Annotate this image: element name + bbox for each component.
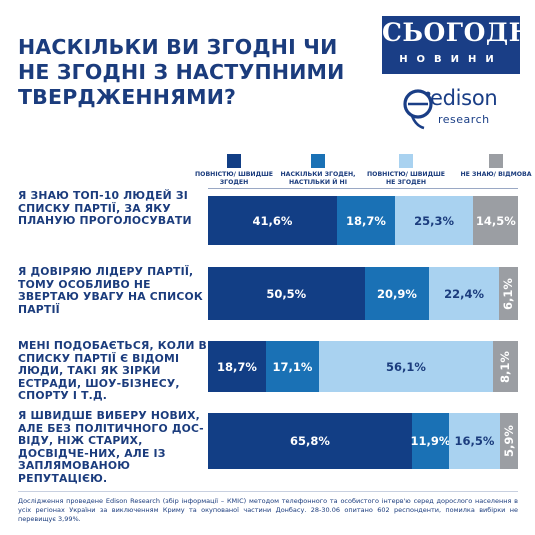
data-label: 5,9% (502, 425, 517, 457)
bar-segment: 56,1% (318, 341, 493, 392)
bar-segment: 18,7% (208, 341, 266, 392)
data-label: 41,6% (252, 213, 293, 228)
bar-segment: 8,1% (492, 341, 518, 392)
footnote: Дослідження проведене Edison Research (з… (18, 497, 518, 523)
data-label: 8,1% (498, 350, 513, 383)
data-label: 56,1% (385, 359, 426, 374)
legend-swatch (227, 154, 241, 168)
category-label: Я ДОВІРЯЮ ЛІДЕРУ ПАРТІЇ, ТОМУ ОСОБЛИВО Н… (18, 265, 203, 316)
edison-research-logo: edison research (402, 86, 502, 134)
bar-segment: 65,8% (208, 413, 412, 469)
bar-segment: 25,3% (394, 196, 474, 245)
category-label: МЕНІ ПОДОБАЄТЬСЯ, КОЛИ В СПИСКУ ПАРТІЇ Є… (18, 339, 207, 402)
bar-segment: 14,5% (473, 196, 519, 245)
bar-segment: 50,5% (208, 267, 365, 320)
data-label: 14,5% (475, 213, 516, 228)
category-label: Я ЗНАЮ ТОП-10 ЛЮДЕЙ ЗІ СПИСКУ ПАРТІЇ, ЗА… (18, 189, 192, 227)
logo-top-text: СЬОГОДНІ (382, 18, 535, 47)
data-label: 6,1% (501, 277, 516, 310)
bar-segment: 41,6% (208, 196, 337, 245)
legend-item: НЕ ЗНАЮ/ ВІДМОВА (456, 154, 535, 179)
bar-segment: 11,9% (410, 413, 451, 469)
bar-segment: 5,9% (500, 413, 519, 469)
legend-swatch (489, 154, 503, 168)
legend-divider (208, 188, 518, 189)
legend-label: НАСКІЛЬКИ ЗГОДЕН, НАСТІЛЬКИ Й НІ (280, 171, 356, 186)
data-label: 25,3% (414, 213, 455, 228)
page-title: НАСКІЛЬКИ ВИ ЗГОДНІ ЧИ НЕ ЗГОДНІ З НАСТУ… (18, 35, 345, 109)
legend-item: ПОВНІСТЮ/ ШВИДШЕ НЕ ЗГОДЕН (366, 154, 446, 186)
legend-swatch (399, 154, 413, 168)
data-label: 11,9% (410, 434, 451, 448)
data-label: 22,4% (444, 286, 484, 301)
category-label: Я ШВИДШЕ ВИБЕРУ НОВИХ, АЛЕ БЕЗ ПОЛІТИЧНО… (18, 409, 204, 485)
legend-label: НЕ ЗНАЮ/ ВІДМОВА (460, 171, 532, 178)
bar-segment: 22,4% (429, 267, 499, 320)
legend-swatch (311, 154, 325, 168)
edison-word: edison (430, 86, 498, 110)
data-label: 20,9% (376, 286, 417, 301)
footnote-divider (18, 491, 518, 492)
edison-sub: research (438, 113, 490, 126)
segodnya-logo: СЬОГОДНІ НОВИНИ (382, 16, 535, 74)
data-label: 16,5% (454, 434, 495, 448)
data-label: 50,5% (266, 286, 307, 301)
legend-item: ПОВНІСТЮ/ ШВИДШЕ ЗГОДЕН (194, 154, 274, 186)
logo-bottom-text: НОВИНИ (399, 54, 503, 65)
legend-label: ПОВНІСТЮ/ ШВИДШЕ НЕ ЗГОДЕН (367, 171, 445, 186)
bar-segment: 16,5% (448, 413, 500, 469)
bar-segment: 6,1% (498, 267, 518, 320)
data-label: 18,7% (217, 359, 257, 374)
edison-e-icon (403, 89, 433, 130)
legend-label: ПОВНІСТЮ/ ШВИДШЕ ЗГОДЕН (195, 171, 273, 186)
bar-segment: 20,9% (364, 267, 430, 320)
data-label: 18,7% (345, 213, 386, 228)
data-label: 17,1% (272, 359, 313, 374)
legend-item: НАСКІЛЬКИ ЗГОДЕН, НАСТІЛЬКИ Й НІ (278, 154, 358, 186)
data-label: 65,8% (290, 434, 330, 448)
bar-segment: 17,1% (265, 341, 319, 392)
bar-segment: 18,7% (336, 196, 395, 245)
